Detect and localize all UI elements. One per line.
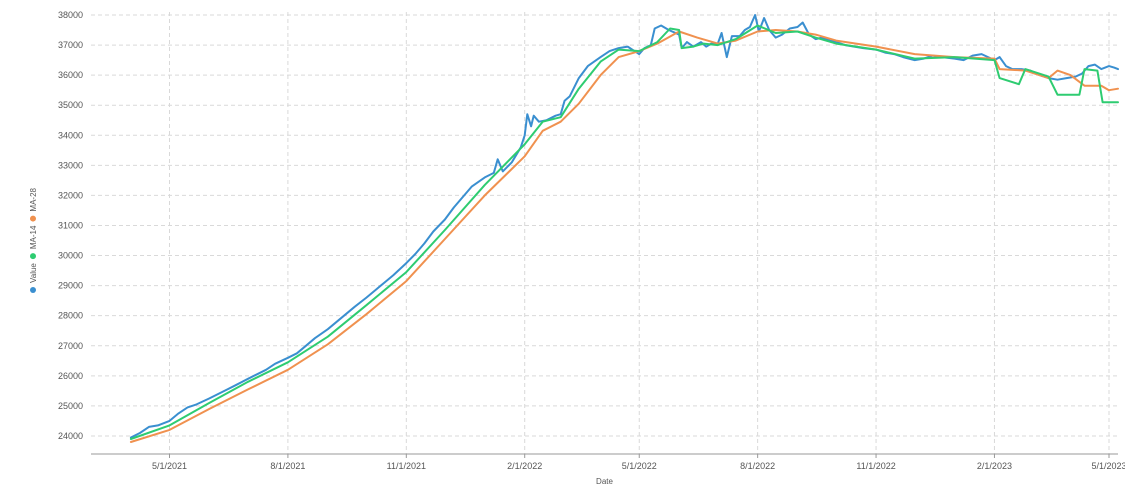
x-gridlines (169, 12, 1110, 458)
y-tick-label: 26000 (58, 371, 83, 381)
y-tick-label: 28000 (58, 311, 83, 321)
x-tick-label: 11/1/2022 (856, 461, 895, 471)
x-tick-label: 8/1/2021 (270, 461, 305, 471)
legend: Value MA-14 MA-28 (29, 187, 38, 293)
series-line-ma-14 (129, 24, 1119, 440)
y-tick-label: 31000 (58, 220, 83, 230)
y-tick-label: 33000 (58, 160, 83, 170)
legend-swatch (30, 287, 36, 293)
y-tick-label: 35000 (58, 100, 83, 110)
y-gridlines (91, 14, 1118, 437)
series-line-value (129, 14, 1119, 439)
y-tick-label: 34000 (58, 130, 83, 140)
legend-label: MA-28 (29, 187, 38, 211)
x-tick-label: 11/1/2021 (387, 461, 426, 471)
y-tick-label: 27000 (58, 341, 83, 351)
y-tick-label: 38000 (58, 10, 83, 20)
x-tick-label: 5/1/2021 (152, 461, 187, 471)
x-tick-label: 2/1/2022 (507, 461, 542, 471)
y-tick-label: 24000 (58, 431, 83, 441)
y-tick-label: 36000 (58, 70, 83, 80)
x-tick-label: 5/1/2022 (622, 461, 657, 471)
y-tick-label: 32000 (58, 190, 83, 200)
x-tick-label: 5/1/2023 (1091, 461, 1125, 471)
legend-item: MA-28 (29, 187, 38, 222)
x-tick-label: 2/1/2023 (977, 461, 1012, 471)
y-tick-label: 37000 (58, 40, 83, 50)
legend-item: MA-14 (29, 225, 38, 260)
y-tick-label: 30000 (58, 251, 83, 261)
legend-swatch (30, 215, 36, 222)
y-tick-label: 25000 (58, 401, 83, 411)
x-tick-label: 8/1/2022 (740, 461, 775, 471)
series-lines (129, 14, 1119, 443)
y-tick-labels: 24000 25000 26000 27000 28000 29000 30000 31000… (58, 10, 83, 441)
series-line-ma-28 (129, 29, 1119, 443)
legend-label: Value (29, 263, 38, 283)
x-axis-title: Date (596, 477, 613, 486)
x-tick-labels: 5/1/2021 8/1/2021 11/1/2021 2/1/2022 5/1/202… (152, 461, 1125, 471)
legend-label: MA-14 (29, 225, 38, 249)
legend-swatch (30, 253, 36, 260)
legend-item: Value (29, 263, 38, 293)
y-tick-label: 29000 (58, 281, 83, 291)
